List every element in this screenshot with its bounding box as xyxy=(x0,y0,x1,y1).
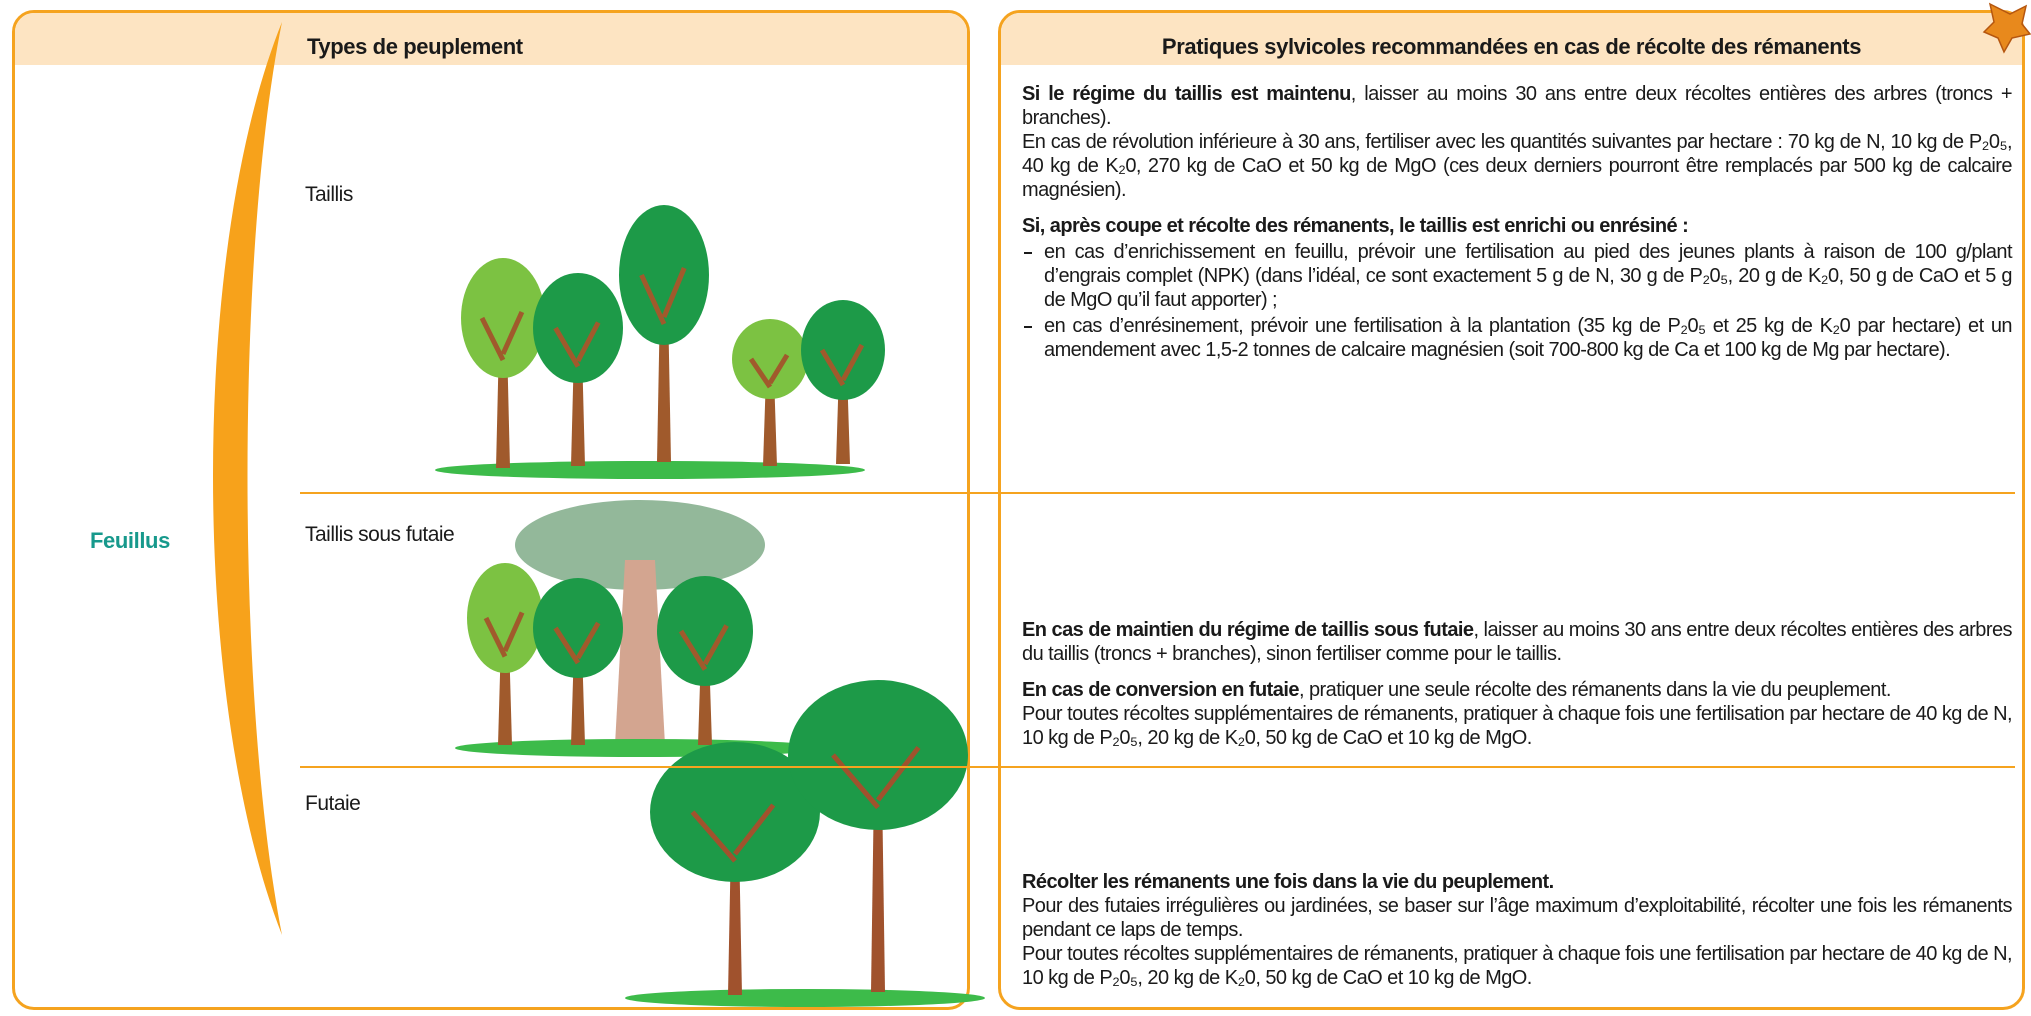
types-panel xyxy=(12,10,970,1010)
header-band xyxy=(15,13,967,65)
practice-row: En cas de maintien du régime de taillis … xyxy=(1022,500,2013,762)
tree-part xyxy=(678,624,729,671)
tree-part xyxy=(515,500,765,590)
paragraph: Récolter les rémanents une fois dans la … xyxy=(1022,870,2013,990)
list-item-text: en cas d’enrésinement, prévoir une ferti… xyxy=(1044,315,2013,361)
types-header: Types de peuplement xyxy=(307,34,523,59)
bold-lead: Récolter les rémanents une fois dans la … xyxy=(1022,871,1554,893)
type-label: Taillis xyxy=(305,183,353,206)
group-label: Feuillus xyxy=(90,528,170,553)
paragraph: Si le régime du taillis est maintenu, la… xyxy=(1022,82,2013,202)
row-divider xyxy=(300,492,2015,494)
paragraph-line: En cas de révolution inférieure à 30 ans… xyxy=(1022,131,2013,201)
paragraph-text: , laisser au moins 30 ans entre deux réc… xyxy=(1022,619,2013,665)
tree-part xyxy=(553,321,601,368)
tree-part xyxy=(479,310,525,362)
tree-part xyxy=(619,205,709,345)
type-label: Futaie xyxy=(305,792,361,815)
bold-lead: En cas de conversion en futaie xyxy=(1022,679,1299,701)
leaf-icon xyxy=(1982,2,2031,54)
bullet-dash xyxy=(1024,326,1032,328)
practices-header: Pratiques sylvicoles recommandées en cas… xyxy=(1161,34,1862,59)
tree-part xyxy=(788,680,968,830)
paragraph-text: , pratiquer une seule récolte des rémane… xyxy=(1298,679,1891,701)
bold-lead: Si le régime du taillis est maintenu xyxy=(1022,83,1351,105)
tree-part xyxy=(732,319,808,399)
practice-row: Récolter les rémanents une fois dans la … xyxy=(1022,774,2013,1002)
tree-part xyxy=(639,267,687,326)
tree-drawings xyxy=(435,205,985,1007)
list-item: en cas d’enrichissement en feuillu, prév… xyxy=(1022,240,2013,312)
bullet-dash xyxy=(1024,252,1032,254)
type-label: Taillis sous futaie xyxy=(305,523,455,546)
paragraph: Si, après coupe et récolte des rémanents… xyxy=(1022,214,2013,362)
tree-part xyxy=(650,742,820,882)
tree-part xyxy=(871,785,885,992)
tree-part xyxy=(625,989,985,1007)
tree-part xyxy=(461,258,545,378)
tree-part xyxy=(483,611,525,658)
tree-part xyxy=(690,803,776,863)
tree-part xyxy=(819,343,865,387)
practices-panel xyxy=(998,10,2025,1010)
tree-part xyxy=(553,621,601,665)
tree-part xyxy=(615,560,665,745)
tree-part xyxy=(831,745,921,810)
tree-part xyxy=(467,563,543,673)
header-band xyxy=(1001,13,2022,65)
practice-row: Si le régime du taillis est maintenu, la… xyxy=(1022,82,2013,487)
tree-part xyxy=(533,578,623,678)
paragraph-text: , laisser au moins 30 ans entre deux réc… xyxy=(1022,83,2013,129)
bold-lead: Si, après coupe et récolte des rémanents… xyxy=(1022,215,1689,237)
tree-part xyxy=(657,576,753,686)
paragraph-line: Pour toutes récoltes supplémentaires de … xyxy=(1022,703,2013,749)
tree-part xyxy=(801,300,885,400)
paragraph: En cas de conversion en futaie, pratique… xyxy=(1022,678,2013,750)
tree-part xyxy=(533,273,623,383)
list-item-text: en cas d’enrichissement en feuillu, prév… xyxy=(1044,241,2013,311)
list-item: en cas d’enrésinement, prévoir une ferti… xyxy=(1022,314,2013,362)
bracket-arc xyxy=(213,22,282,935)
tree-part xyxy=(748,353,790,389)
row-divider xyxy=(300,766,2015,768)
paragraph-line: Pour des futaies irrégulières ou jardiné… xyxy=(1022,895,2013,941)
bold-lead: En cas de maintien du régime de taillis … xyxy=(1022,619,1474,641)
tree-part xyxy=(435,461,865,479)
paragraph: En cas de maintien du régime de taillis … xyxy=(1022,618,2013,666)
paragraph-line: Pour toutes récoltes supplémentaires de … xyxy=(1022,943,2013,989)
